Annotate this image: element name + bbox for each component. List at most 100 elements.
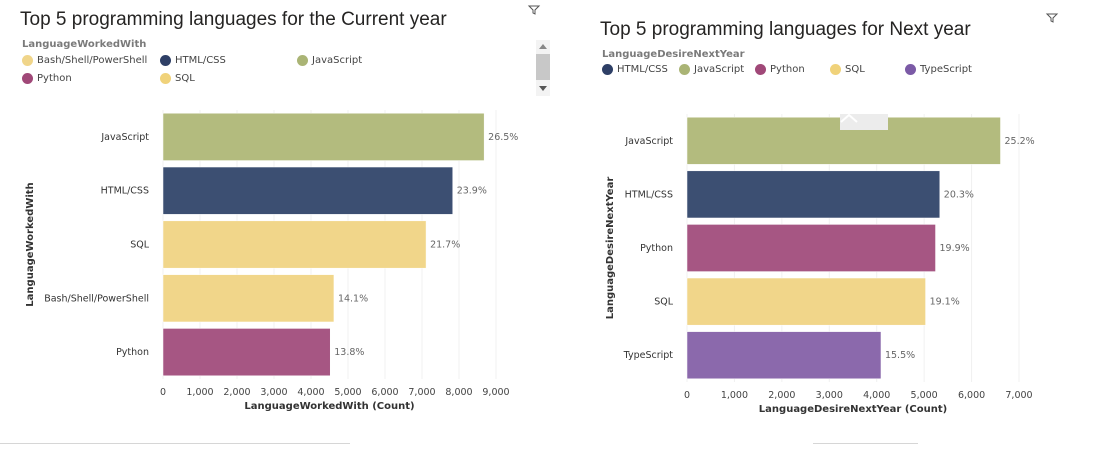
category-label: SQL (654, 297, 674, 308)
chart-title: Top 5 programming languages for Next yea… (600, 19, 971, 40)
legend-item-html-css[interactable]: HTML/CSS (160, 55, 226, 66)
category-label: HTML/CSS (625, 189, 673, 200)
y-axis-label: LanguageWorkedWith (25, 182, 36, 306)
chevron-down-icon[interactable] (539, 86, 547, 91)
legend-label: SQL (175, 73, 195, 84)
legend-item-python[interactable]: Python (755, 64, 805, 75)
category-label: Python (640, 243, 673, 254)
x-tick-label: 6,000 (958, 390, 985, 401)
category-label: Bash/Shell/PowerShell (44, 293, 149, 304)
x-tick-label: 5,000 (334, 387, 361, 398)
bar-sql (686, 277, 926, 326)
legend-item-typescript[interactable]: TypeScript (905, 64, 972, 75)
legend-label: HTML/CSS (617, 64, 668, 75)
data-label: 14.1% (338, 293, 368, 304)
y-axis-label: LanguageDesireNextYear (605, 177, 616, 320)
legend-item-javascript[interactable]: JavaScript (297, 55, 362, 66)
bar-typescript (686, 331, 882, 380)
x-tick-label: 1,000 (186, 387, 213, 398)
x-tick-label: 4,000 (863, 390, 890, 401)
bar-html-css (162, 166, 453, 215)
data-label: 23.9% (457, 186, 487, 197)
legend-label: SQL (845, 64, 865, 75)
data-label: 19.1% (930, 297, 960, 308)
x-tick-label: 2,000 (768, 390, 795, 401)
legend-swatch (297, 55, 308, 66)
category-label: SQL (130, 240, 150, 251)
chevron-up-icon[interactable] (539, 44, 547, 49)
bar-bash-shell-powershell (162, 274, 335, 323)
x-tick-label: 7,000 (408, 387, 435, 398)
legend-swatch (905, 64, 916, 75)
filter-icon[interactable] (1045, 13, 1059, 23)
x-axis-label: LanguageDesireNextYear (Count) (759, 404, 947, 415)
bar-python (162, 328, 331, 377)
legend-swatch (160, 55, 171, 66)
legend-swatch (22, 55, 33, 66)
divider (813, 443, 918, 444)
x-tick-label: 1,000 (721, 390, 748, 401)
x-tick-label: 4,000 (297, 387, 324, 398)
bar-html-css (686, 170, 941, 219)
x-axis-label: LanguageWorkedWith (Count) (244, 401, 414, 412)
category-label: JavaScript (100, 132, 149, 143)
chart-title: Top 5 programming languages for the Curr… (20, 9, 447, 30)
legend-label: TypeScript (920, 64, 972, 75)
x-tick-label: 2,000 (223, 387, 250, 398)
legend-swatch (602, 64, 613, 75)
legend-item-sql[interactable]: SQL (830, 64, 865, 75)
category-label: TypeScript (623, 350, 674, 361)
legend-label: Python (37, 73, 72, 84)
x-tick-label: 7,000 (1005, 390, 1032, 401)
legend-scrollbar[interactable] (536, 40, 550, 96)
legend-title: LanguageDesireNextYear (602, 49, 745, 60)
chart-panel-current-year: Top 5 programming languages for the Curr… (0, 5, 550, 444)
x-tick-label: 3,000 (816, 390, 843, 401)
legend-title: LanguageWorkedWith (22, 39, 147, 50)
legend-swatch (755, 64, 766, 75)
category-label: Python (116, 347, 149, 358)
data-label: 15.5% (885, 350, 915, 361)
bar-sql (162, 220, 427, 269)
x-tick-label: 6,000 (371, 387, 398, 398)
legend-label: Bash/Shell/PowerShell (37, 55, 148, 66)
collapse-button[interactable] (840, 113, 888, 130)
bar-chart-next-year: JavaScript 25.2% HTML/CSS 20.3% Python 19.9% S… (605, 114, 1035, 415)
x-tick-label: 0 (160, 387, 166, 398)
legend-swatch (160, 73, 171, 84)
bar-python (686, 224, 936, 272)
chevron-up-icon (840, 113, 858, 123)
legend-label: Python (770, 64, 805, 75)
x-tick-label: 9,000 (482, 387, 509, 398)
divider (0, 443, 350, 444)
legend-item-sql[interactable]: SQL (160, 73, 195, 84)
x-tick-label: 3,000 (260, 387, 287, 398)
legend-item-bash[interactable]: Bash/Shell/PowerShell (22, 55, 147, 66)
legend-item-javascript[interactable]: JavaScript (679, 64, 744, 75)
x-tick-label: 0 (684, 390, 690, 401)
bar-javascript (162, 112, 485, 161)
category-label: JavaScript (624, 136, 673, 147)
scrollbar-thumb[interactable] (536, 54, 550, 80)
data-label: 25.2% (1005, 136, 1035, 147)
bar-javascript (686, 116, 1001, 165)
legend-item-python[interactable]: Python (22, 73, 72, 84)
x-tick-label: 8,000 (445, 387, 472, 398)
data-label: 20.3% (944, 189, 974, 200)
legend-label: JavaScript (312, 55, 363, 66)
data-label: 13.8% (334, 347, 364, 358)
bar-chart-current-year: JavaScript 26.5% HTML/CSS 23.9% SQL 21.7% Bash… (25, 110, 518, 412)
chart-panel-next-year: Top 5 programming languages for Next yea… (580, 0, 1098, 468)
x-tick-label: 5,000 (911, 390, 938, 401)
legend-label: HTML/CSS (175, 55, 226, 66)
data-label: 19.9% (940, 243, 970, 254)
legend-swatch (679, 64, 690, 75)
legend-label: JavaScript (694, 64, 745, 75)
data-label: 26.5% (488, 132, 518, 143)
legend-swatch (22, 73, 33, 84)
data-label: 21.7% (430, 240, 460, 251)
legend-swatch (830, 64, 841, 75)
filter-icon[interactable] (527, 5, 541, 15)
category-label: HTML/CSS (101, 186, 149, 197)
legend-item-html-css[interactable]: HTML/CSS (602, 64, 668, 75)
